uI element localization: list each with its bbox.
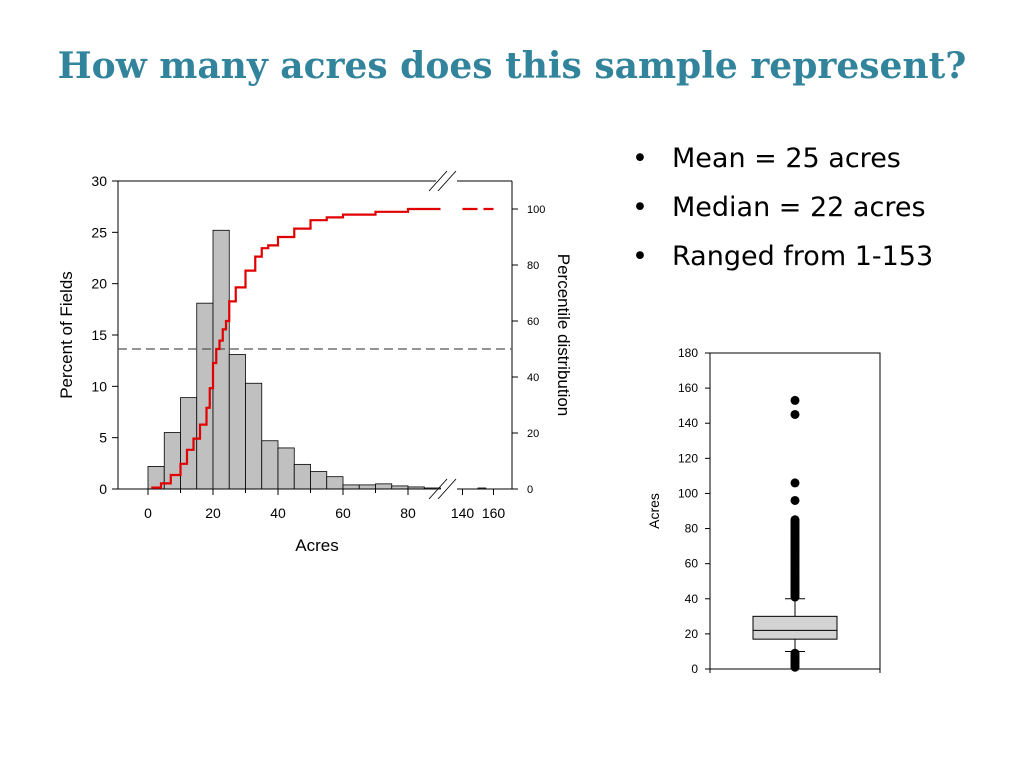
axis-break-mark-bottom [437, 478, 457, 500]
y-tick-label: 0 [691, 662, 698, 676]
y-tick-label: 140 [678, 416, 698, 430]
y-tick-label: 10 [91, 378, 107, 394]
outlier-point [790, 495, 800, 505]
summary-bullets: Mean = 25 acres Median = 22 acres Ranged… [632, 134, 933, 281]
histogram-chart: 0 5 10 15 20 25 30 0 20 40 60 80 100 0 20 40 60 80 140 160 A… [57, 170, 573, 555]
outlier-point [790, 395, 800, 405]
x-tick-label: 60 [335, 505, 351, 521]
axis-break-mark-top [428, 170, 448, 192]
outlier-point [790, 478, 800, 488]
y2-tick-label: 80 [527, 260, 539, 272]
outlier-point [790, 515, 800, 525]
bullet-median: Median = 22 acres [632, 183, 933, 232]
outlier-point [790, 648, 800, 658]
x-tick-label: 20 [205, 505, 221, 521]
x-tick-label: 0 [144, 505, 152, 521]
y-tick-label: 120 [678, 451, 698, 465]
y-tick-label: 30 [91, 173, 107, 189]
y-tick-label: 180 [678, 346, 698, 360]
x-tick-label: 40 [270, 505, 286, 521]
y-tick-label: 20 [91, 276, 107, 292]
y2-tick-label: 40 [527, 372, 539, 384]
bullet-mean: Mean = 25 acres [632, 134, 933, 183]
y-axis-label: Acres [646, 493, 662, 529]
x-tick-label: 80 [400, 505, 416, 521]
x-tick-label: 160 [482, 505, 506, 521]
slide-title: How many acres does this sample represen… [57, 45, 967, 87]
bullet-range: Ranged from 1-153 [632, 232, 933, 281]
y2-axis-label: Percentile distribution [554, 254, 573, 417]
y2-tick-label: 60 [527, 316, 539, 328]
y-tick-label: 0 [99, 481, 107, 497]
y-axis-label: Percent of Fields [57, 271, 76, 399]
x-axis-label: Acres [295, 536, 338, 555]
y-tick-label: 160 [678, 381, 698, 395]
y-tick-label: 80 [685, 522, 699, 536]
y-tick-label: 15 [91, 327, 107, 343]
y2-tick-label: 100 [527, 204, 545, 216]
x-tick-label: 140 [451, 505, 475, 521]
y-tick-label: 100 [678, 486, 698, 500]
interquartile-box [752, 615, 838, 640]
y-tick-label: 25 [91, 224, 107, 240]
y2-tick-label: 20 [527, 428, 539, 440]
axis-break-mark-top [437, 170, 457, 192]
outlier-point [790, 409, 800, 419]
y-tick-label: 5 [99, 430, 107, 446]
y-tick-label: 20 [685, 627, 699, 641]
y-tick-label: 60 [685, 557, 699, 571]
axis-break-mark-bottom [428, 478, 448, 500]
y2-tick-label: 0 [527, 484, 533, 496]
cumulative-percentile-line [151, 207, 441, 489]
y-tick-label: 40 [685, 592, 699, 606]
